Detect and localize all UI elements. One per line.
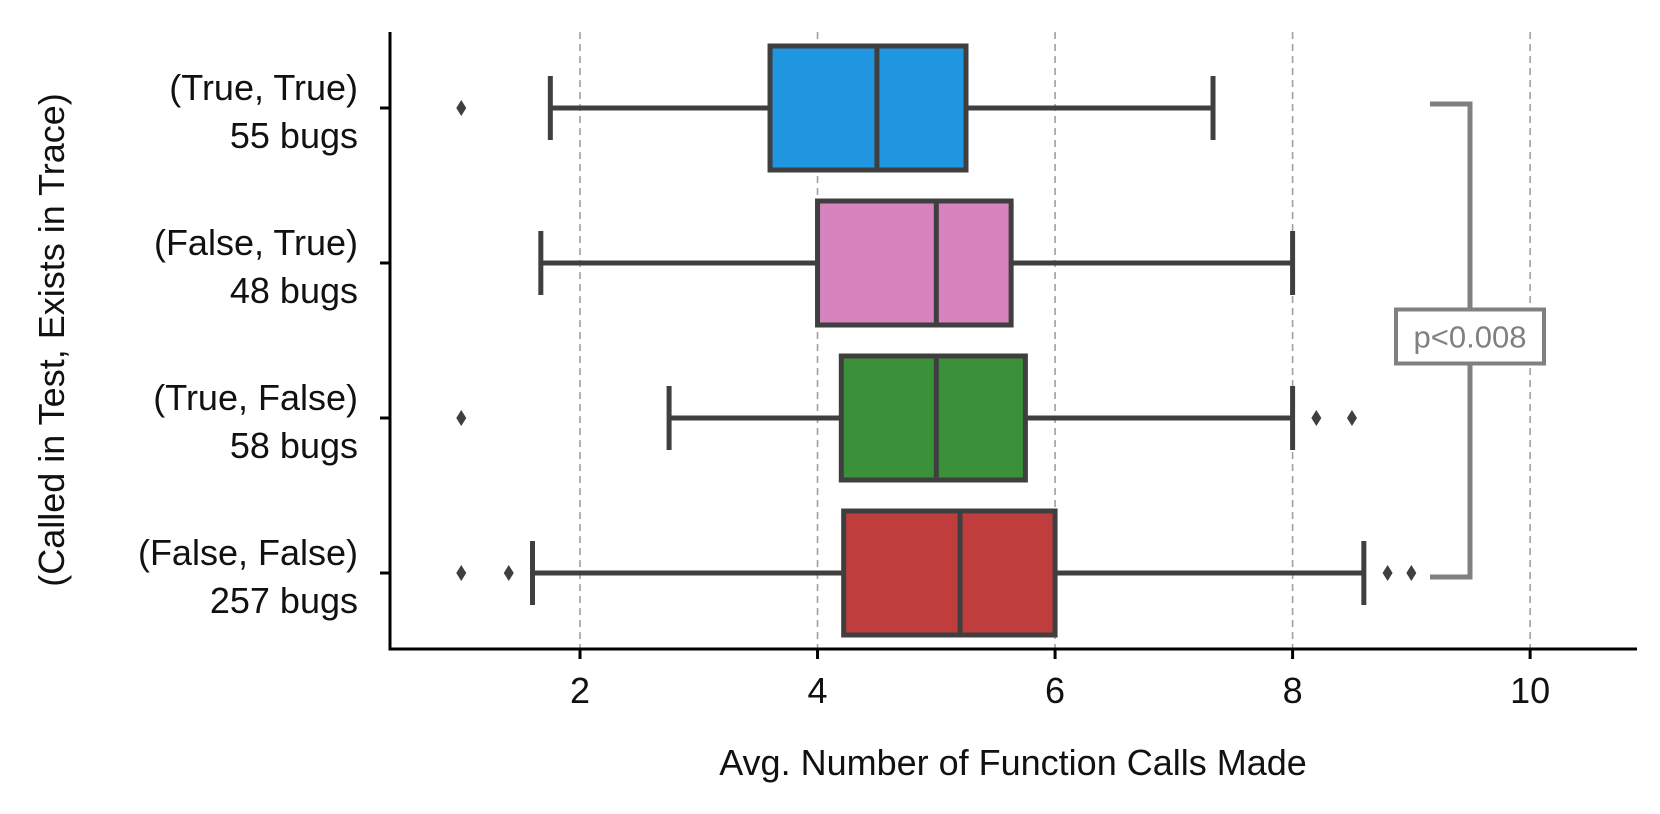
y-tick-label-condition: (False, True): [154, 222, 358, 263]
x-tick-label: 10: [1510, 670, 1550, 711]
boxes-layer: [456, 43, 1417, 638]
box-iqr: [815, 198, 1014, 328]
y-axis-title: (Called in Test, Exists in Trace): [31, 93, 72, 587]
y-tick-label-condition: (False, False): [138, 532, 358, 573]
x-axis-title: Avg. Number of Function Calls Made: [719, 742, 1307, 783]
box-group: [538, 198, 1296, 328]
y-tick-label-count: 58 bugs: [230, 425, 358, 466]
box-iqr: [841, 508, 1058, 638]
y-tick-layer: (True, True) 55 bugs (False, True) 48 bugs (…: [138, 67, 390, 621]
outlier-point: [1406, 565, 1417, 581]
y-tick-label-count: 55 bugs: [230, 115, 358, 156]
outlier-point: [1311, 410, 1322, 426]
x-tick-label: 2: [570, 670, 590, 711]
y-tick-label-condition: (True, False): [153, 377, 358, 418]
box-iqr: [767, 43, 969, 173]
y-tick-label-count: 48 bugs: [230, 270, 358, 311]
x-tick-label: 4: [808, 670, 828, 711]
p-value-box: [1394, 307, 1546, 366]
box-iqr: [838, 353, 1028, 483]
y-tick-label-condition: (True, True): [169, 67, 358, 108]
outlier-point: [456, 565, 467, 581]
x-tick-label: 6: [1045, 670, 1065, 711]
outlier-point: [503, 565, 514, 581]
box-group: [456, 353, 1357, 483]
outlier-point: [1346, 410, 1357, 426]
box-group: [456, 508, 1417, 638]
axes: [388, 32, 1637, 651]
outlier-point: [456, 410, 467, 426]
significance-annotation: p<0.008: [1394, 101, 1546, 580]
box-group: [456, 43, 1216, 173]
axis-spines: [388, 32, 1637, 651]
x-tick-layer: 2 4 6 8 10: [570, 649, 1550, 711]
p-value-label: p<0.008: [1414, 320, 1527, 355]
outlier-point: [456, 100, 467, 116]
x-tick-label: 8: [1283, 670, 1303, 711]
outlier-point: [1382, 565, 1393, 581]
y-tick-label-count: 257 bugs: [210, 580, 358, 621]
